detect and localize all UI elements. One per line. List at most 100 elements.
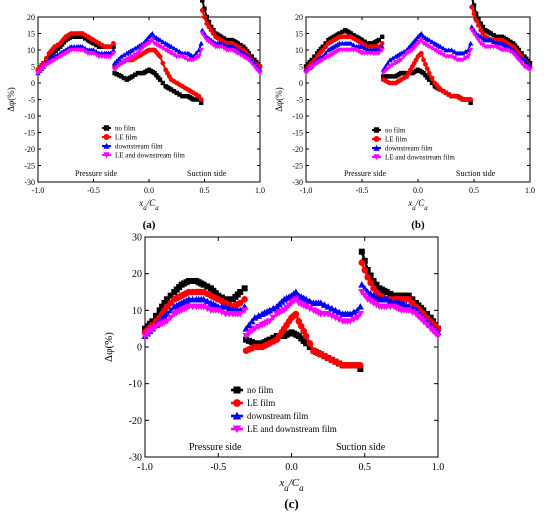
data-point xyxy=(488,31,493,36)
data-point xyxy=(300,327,308,335)
legend-label: LE and downstream film xyxy=(115,151,185,159)
data-point xyxy=(160,39,166,44)
data-point xyxy=(200,281,207,288)
data-point xyxy=(317,299,325,306)
data-point xyxy=(462,49,469,54)
chart-panel-2: -1.0 -0.5 0.0 0.5 1.0 -30 -25 -20 -15 -10 -5 0 5 10 15… xyxy=(274,0,535,231)
data-point xyxy=(246,57,252,63)
data-point xyxy=(71,34,77,39)
data-point xyxy=(160,46,166,51)
data-point xyxy=(193,56,199,61)
data-point xyxy=(266,336,273,343)
data-point xyxy=(507,49,514,55)
data-point xyxy=(116,73,122,78)
data-point xyxy=(199,27,205,33)
data-point xyxy=(163,296,170,303)
y-tick-label: -20 xyxy=(24,145,35,154)
data-point xyxy=(311,62,318,68)
data-point xyxy=(312,54,317,59)
data-point xyxy=(331,314,340,322)
data-point xyxy=(174,90,179,96)
data-point xyxy=(427,77,432,82)
panel-label: (c) xyxy=(284,496,298,511)
data-point xyxy=(179,54,185,60)
data-point xyxy=(254,323,263,331)
data-point xyxy=(508,39,513,44)
data-point xyxy=(379,40,385,46)
data-point xyxy=(130,74,135,79)
data-point xyxy=(43,62,49,68)
x-tick-label: -0.5 xyxy=(356,186,369,195)
data-point xyxy=(254,312,263,319)
data-point xyxy=(308,64,315,70)
data-point xyxy=(361,266,369,274)
data-point xyxy=(221,36,227,41)
y-axis-label: Δφ(%) xyxy=(274,87,284,111)
data-point xyxy=(129,54,135,60)
y-tick-label: -5 xyxy=(28,95,35,104)
data-point xyxy=(46,54,52,59)
data-point xyxy=(51,50,56,55)
data-point xyxy=(362,45,368,51)
data-point xyxy=(200,295,208,303)
legend-label: no film xyxy=(385,126,406,134)
y-tick-label: -10 xyxy=(24,112,35,121)
panel-label: (a) xyxy=(143,219,156,231)
data-point xyxy=(218,40,224,46)
data-point xyxy=(348,31,353,36)
data-point xyxy=(322,56,329,61)
series-le-film xyxy=(35,7,263,102)
data-point xyxy=(292,310,300,318)
y-tick-label: 20 xyxy=(295,13,303,22)
data-point xyxy=(222,296,229,303)
data-point xyxy=(471,11,477,17)
legend-label: LE film xyxy=(247,398,275,408)
x-axis-label: xa/Ca xyxy=(407,198,428,212)
data-point xyxy=(426,44,432,50)
data-point xyxy=(370,278,377,284)
data-point xyxy=(346,310,354,317)
legend-marker xyxy=(373,154,380,161)
y-tick-label: 15 xyxy=(295,29,303,38)
data-point xyxy=(235,41,240,46)
legend-marker xyxy=(233,399,241,407)
legend: no film LE film downstream film LE and down… xyxy=(231,385,337,434)
data-point xyxy=(149,318,156,325)
data-point xyxy=(335,308,343,316)
data-point xyxy=(121,59,127,65)
data-point xyxy=(320,301,329,308)
annotation-suction-side: Suction side xyxy=(187,169,227,178)
data-point xyxy=(471,3,477,8)
data-point xyxy=(350,42,357,48)
data-point xyxy=(324,311,332,318)
data-point xyxy=(249,54,254,59)
data-point xyxy=(337,31,342,36)
data-point xyxy=(94,42,99,48)
data-point xyxy=(356,311,364,318)
data-point xyxy=(440,52,446,58)
data-point xyxy=(379,47,385,53)
data-point xyxy=(451,49,458,54)
data-point xyxy=(387,64,393,70)
data-point xyxy=(114,72,120,77)
legend-label: LE film xyxy=(115,133,138,141)
data-point xyxy=(518,61,525,66)
data-point xyxy=(448,54,455,60)
data-point xyxy=(527,67,533,73)
data-point xyxy=(121,75,127,81)
data-point xyxy=(359,44,365,49)
data-point xyxy=(423,61,428,67)
data-point xyxy=(152,312,159,319)
data-point xyxy=(382,68,389,74)
data-point xyxy=(200,303,208,311)
data-point xyxy=(468,100,473,105)
x-tick-label: 0.0 xyxy=(144,186,154,195)
data-point xyxy=(421,57,427,63)
annotation-suction-side: Suction side xyxy=(336,442,386,453)
data-point xyxy=(189,278,196,284)
data-point xyxy=(348,40,354,46)
data-point xyxy=(380,70,386,76)
data-point xyxy=(218,34,224,39)
data-point xyxy=(429,46,435,51)
legend-label: LE and downstream film xyxy=(247,424,337,434)
